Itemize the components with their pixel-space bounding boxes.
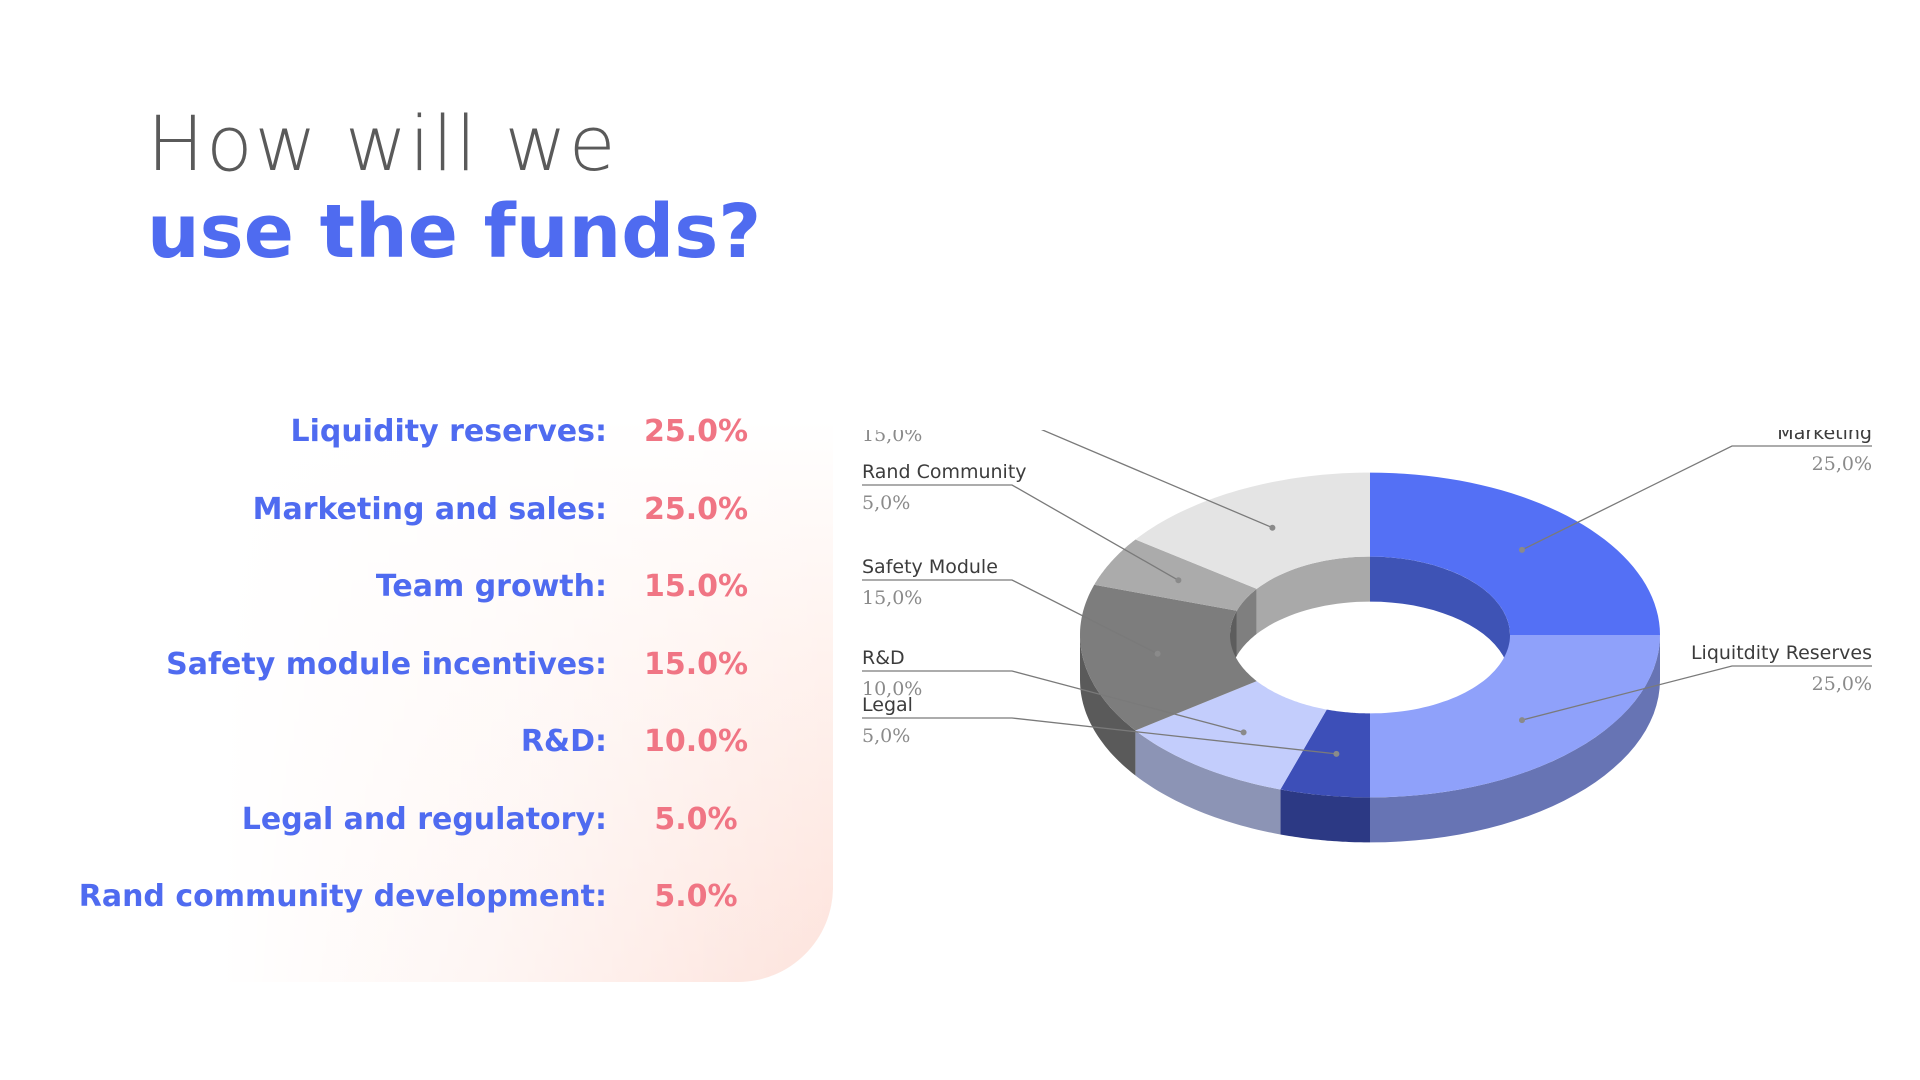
allocation-row-marketing: Marketing and sales: 25.0% <box>0 488 760 566</box>
slice-value-safety-module: 15,0% <box>862 587 922 609</box>
slice-liquitdity-reserves <box>1370 635 1660 798</box>
inner-wall-rand-community <box>1236 588 1257 656</box>
donut-labels: Team Growth15,0%Rand Community5,0%Safety… <box>862 430 1872 757</box>
leader-line-r-d <box>862 670 1244 734</box>
allocation-panel-background <box>220 420 833 982</box>
allocation-label: Liquidity reserves: <box>290 414 607 449</box>
outer-wall-liquitdity-reserves <box>1370 635 1660 843</box>
donut-inner-walls <box>1230 556 1510 680</box>
leader-line-safety-module <box>862 579 1158 655</box>
slice-label-legal: Legal <box>862 694 913 716</box>
leader-dot-rand-community <box>1175 577 1182 584</box>
slice-r-d <box>1135 681 1327 790</box>
allocation-row-community: Rand community development: 5.0% <box>0 875 760 953</box>
leader-line-rand-community <box>862 484 1179 581</box>
outer-wall-safety-module <box>1080 635 1136 776</box>
allocation-row-liquidity: Liquidity reserves: 25.0% <box>0 410 760 488</box>
slice-value-liquitdity-reserves: 25,0% <box>1812 673 1872 695</box>
title-line-1: How will we <box>147 99 618 188</box>
allocation-row-team: Team growth: 15.0% <box>0 565 760 643</box>
slice-team-growth <box>1135 472 1370 589</box>
leader-line-legal <box>862 717 1337 755</box>
leader-dot-team-growth <box>1269 524 1276 531</box>
allocation-value: 5.0% <box>654 879 738 914</box>
allocation-label: Rand community development: <box>78 879 607 914</box>
inner-wall-marketing <box>1370 556 1510 680</box>
outer-wall-legal <box>1280 789 1370 843</box>
page-title: How will we use the funds? <box>147 100 761 276</box>
allocation-label: Safety module incentives: <box>166 646 607 682</box>
slice-value-marketing: 25,0% <box>1812 453 1872 475</box>
allocation-label: Legal and regulatory: <box>241 801 607 837</box>
allocation-value: 25.0% <box>643 414 749 449</box>
slice-label-marketing: Marketing <box>1777 430 1872 444</box>
slice-value-team-growth: 15,0% <box>862 430 922 446</box>
leader-dot-legal <box>1333 750 1340 757</box>
leader-dot-r-d <box>1240 729 1247 736</box>
leader-dot-safety-module <box>1154 650 1161 657</box>
slice-marketing <box>1370 472 1660 635</box>
slice-label-liquitdity-reserves: Liquitdity Reserves <box>1691 642 1872 664</box>
slice-label-r-d: R&D <box>862 647 905 669</box>
slice-rand-community <box>1094 539 1257 611</box>
allocation-value: 10.0% <box>643 724 749 759</box>
outer-wall-r-d <box>1135 730 1281 835</box>
allocation-row-legal: Legal and regulatory: 5.0% <box>0 798 760 876</box>
allocation-value: 5.0% <box>654 801 738 837</box>
allocation-label: Team growth: <box>375 569 607 604</box>
allocation-label: Marketing and sales: <box>252 491 607 527</box>
leader-dot-liquitdity-reserves <box>1519 717 1525 724</box>
slice-safety-module <box>1080 584 1257 731</box>
leader-line-team-growth <box>1040 430 1273 529</box>
allocation-list: Liquidity reserves: 25.0% Marketing and … <box>0 410 760 953</box>
leader-line-marketing <box>1521 445 1872 551</box>
allocation-row-rnd: R&D: 10.0% <box>0 720 760 798</box>
inner-wall-team-growth <box>1256 556 1370 634</box>
slice-label-rand-community: Rand Community <box>862 461 1027 483</box>
allocation-row-safety: Safety module incentives: 15.0% <box>0 643 760 721</box>
slice-label-safety-module: Safety Module <box>862 556 998 578</box>
allocation-value: 15.0% <box>643 569 749 604</box>
allocation-label: R&D: <box>520 724 607 759</box>
leader-dot-marketing <box>1519 546 1525 553</box>
slice-legal <box>1280 709 1370 798</box>
donut-chart: Team Growth15,0%Rand Community5,0%Safety… <box>862 430 1872 843</box>
slice-value-r-d: 10,0% <box>862 678 922 700</box>
allocation-value: 15.0% <box>643 646 749 682</box>
donut-outer-walls <box>1080 635 1660 843</box>
allocation-value: 25.0% <box>643 491 749 527</box>
slice-value-legal: 5,0% <box>862 725 910 747</box>
donut-slices <box>1080 472 1660 798</box>
leader-line-liquitdity-reserves <box>1521 665 1872 721</box>
title-line-2: use the funds? <box>147 189 762 275</box>
slice-value-rand-community: 5,0% <box>862 492 910 514</box>
